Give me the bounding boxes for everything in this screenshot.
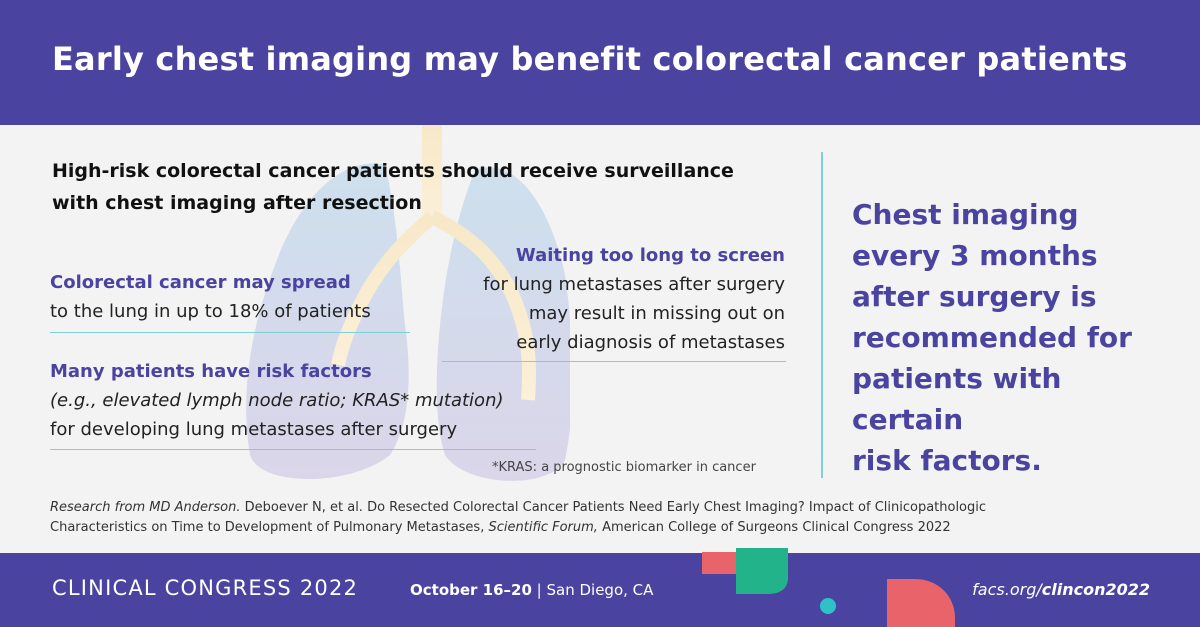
website-link[interactable]: facs.org/clincon2022 xyxy=(972,580,1150,599)
subheading: High-risk colorectal cancer patients sho… xyxy=(52,160,734,214)
divider-line xyxy=(50,449,536,450)
event-dates: October 16–20 | San Diego, CA xyxy=(410,581,654,599)
footnote: *KRAS: a prognostic biomarker in cancer xyxy=(492,460,756,475)
divider-line xyxy=(50,332,410,333)
divider-line xyxy=(442,361,786,362)
fact-spread: Colorectal cancer may spread to the lung… xyxy=(50,272,371,322)
citation: Research from MD Anderson. Deboever N, e… xyxy=(50,500,987,535)
footer-bar xyxy=(0,553,1200,627)
header-bar: Early chest imaging may benefit colorect… xyxy=(0,0,1200,125)
fact-risk-factors: Many patients have risk factors (e.g., e… xyxy=(50,361,504,440)
page-title: Early chest imaging may benefit colorect… xyxy=(52,40,1128,78)
callout-recommendation: Chest imaging every 3 months after surge… xyxy=(852,198,1132,477)
fact-waiting: Waiting too long to screen for lung meta… xyxy=(483,245,785,353)
vertical-divider xyxy=(821,152,823,478)
event-name: CLINICAL CONGRESS 2022 xyxy=(52,576,359,600)
decorative-shapes xyxy=(702,548,955,627)
lungs-illustration xyxy=(246,125,570,481)
